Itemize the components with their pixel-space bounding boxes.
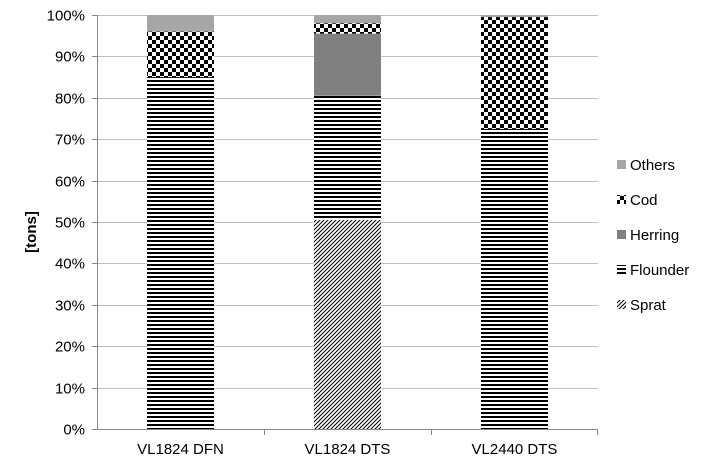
y-tick-label: 70% — [55, 132, 85, 149]
bar-segment-others — [481, 15, 548, 18]
y-axis-label: [tons] — [23, 211, 40, 253]
x-tick-label: VL2440 DTS — [472, 441, 558, 458]
y-tick-label: 60% — [55, 174, 85, 191]
y-tick-label: 30% — [55, 298, 85, 315]
y-tick-label: 50% — [55, 215, 85, 232]
bar-segment-cod — [147, 31, 214, 78]
legend: Others Cod Herring Flounder Sprat — [617, 157, 689, 314]
bar-segment-flounder — [481, 128, 548, 429]
legend-label-flounder: Flounder — [630, 262, 689, 279]
legend-label-sprat: Sprat — [630, 297, 667, 314]
legend-swatch-herring — [617, 230, 626, 239]
bar-segment-cod — [314, 23, 381, 34]
tick-labels: 0% 10% 20% 30% 40% 50% 60% 70% 80% 90% 100% VL1824 … — [47, 8, 558, 459]
y-tick-label: 0% — [63, 422, 85, 439]
bar-segment-flounder — [147, 77, 214, 429]
x-tick-label: VL1824 DTS — [305, 441, 391, 458]
legend-swatch-flounder — [617, 265, 626, 274]
bar-segment-others — [314, 15, 381, 24]
axes — [92, 15, 598, 435]
legend-swatch-cod — [617, 195, 626, 204]
legend-label-cod: Cod — [630, 192, 658, 209]
bar-segment-herring — [314, 33, 381, 96]
legend-label-others: Others — [630, 157, 675, 174]
legend-swatch-others — [617, 160, 626, 169]
y-tick-label: 100% — [47, 8, 85, 25]
legend-swatch-sprat — [617, 300, 626, 309]
y-tick-label: 40% — [55, 256, 85, 273]
x-tick-label: VL1824 DFN — [137, 441, 224, 458]
y-tick-label: 20% — [55, 339, 85, 356]
bar-segment-cod — [481, 17, 548, 129]
y-tick-label: 10% — [55, 381, 85, 398]
bar-segment-sprat — [314, 219, 381, 429]
y-tick-label: 90% — [55, 49, 85, 66]
bars — [147, 15, 548, 429]
bar-segment-flounder — [314, 95, 381, 220]
legend-label-herring: Herring — [630, 227, 679, 244]
bar-segment-others — [147, 15, 214, 32]
y-tick-label: 80% — [55, 91, 85, 108]
